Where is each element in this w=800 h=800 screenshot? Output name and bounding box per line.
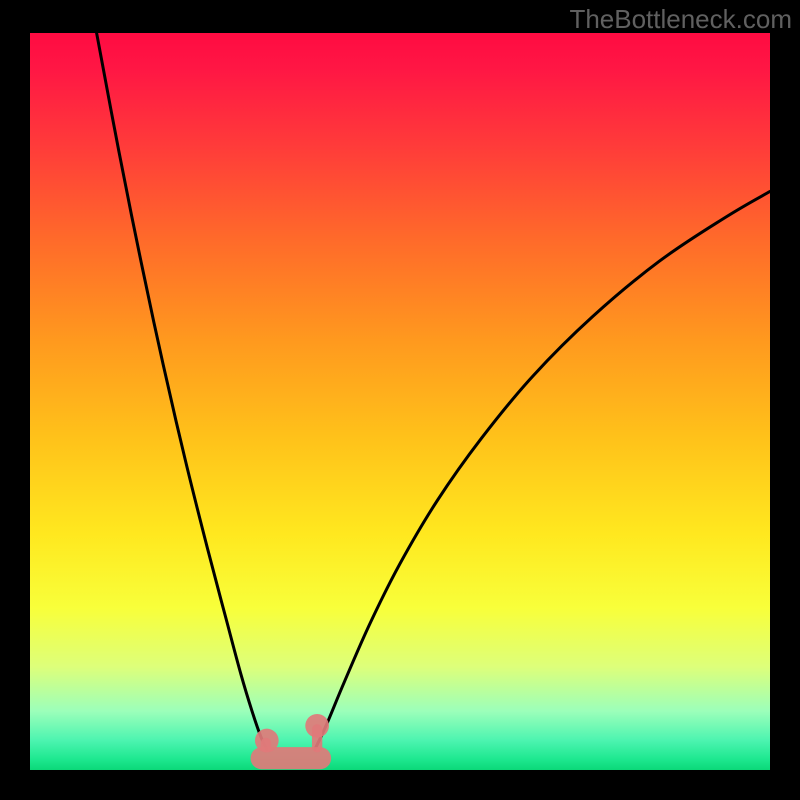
bottleneck-curve (30, 33, 770, 770)
watermark-text: TheBottleneck.com (569, 4, 792, 35)
plot-area (30, 33, 770, 770)
overlay-dot-left (255, 729, 279, 753)
overlay-dot-right (305, 714, 329, 738)
